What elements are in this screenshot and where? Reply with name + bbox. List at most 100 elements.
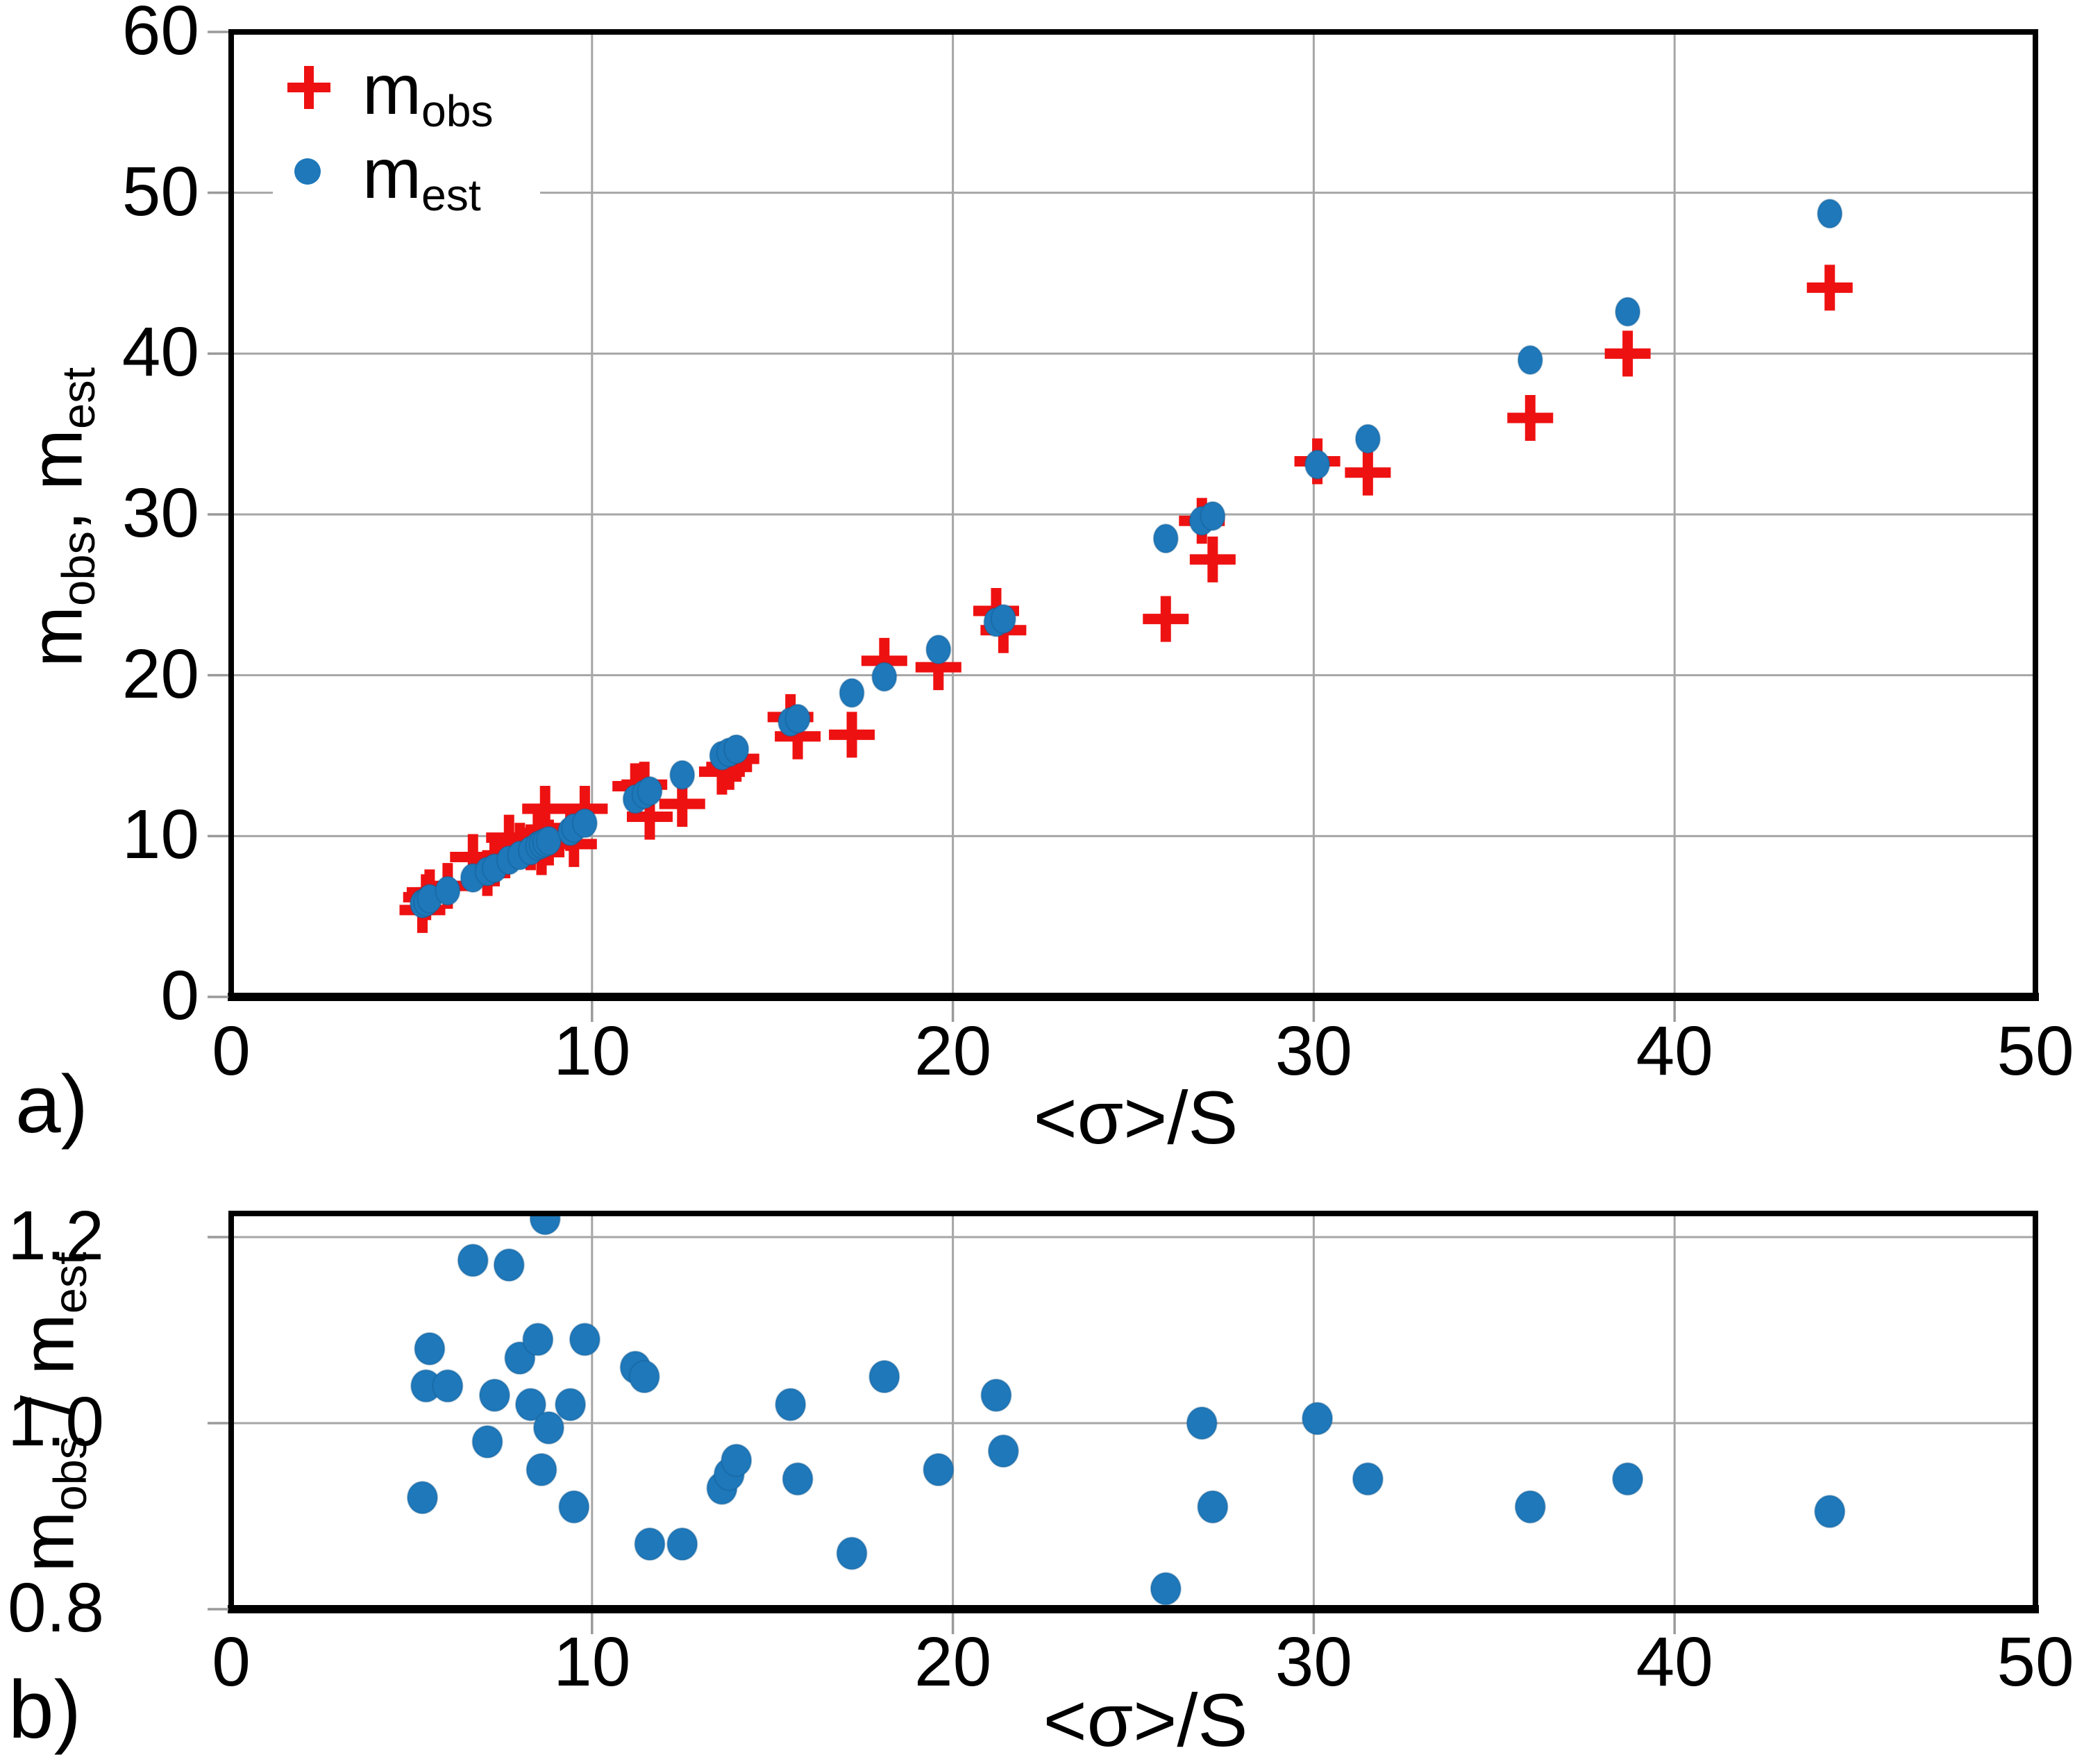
legend-label-mobs: mobs (362, 54, 494, 133)
data-point-cross (1189, 536, 1236, 582)
data-point-dot (1200, 501, 1226, 531)
data-point-cross (1143, 596, 1189, 642)
data-point-dot (1517, 345, 1543, 376)
data-point-dot (529, 1215, 561, 1236)
panel-a-ytick-40: 40 (121, 313, 199, 392)
data-point-dot (1817, 199, 1843, 229)
panel-b-xtick-30: 30 (1275, 1623, 1353, 1701)
data-point-cross (775, 713, 821, 759)
data-point-dot (571, 808, 598, 839)
data-point-dot (432, 1369, 464, 1403)
panel-b-xtick-50: 50 (1997, 1623, 2074, 1701)
data-point-dot (435, 875, 461, 906)
data-point-dot (514, 1388, 546, 1422)
data-point-dot (628, 1360, 660, 1394)
data-point-cross (861, 637, 907, 684)
panel-b-x-axis-title: <σ>/S (1043, 1678, 1248, 1762)
data-point-dot (1304, 449, 1331, 480)
data-point-dot (723, 734, 750, 764)
data-point-dot (980, 1378, 1012, 1412)
data-point-dot (1150, 1572, 1182, 1606)
data-point-dot (1814, 1495, 1846, 1529)
data-point-cross (626, 793, 673, 840)
data-point-dot (457, 1243, 489, 1277)
data-point-dot (1615, 296, 1641, 327)
data-point-dot (1186, 1406, 1218, 1440)
data-point-dot (535, 825, 562, 856)
data-point-dot (868, 1360, 900, 1394)
data-point-cross (1806, 264, 1853, 311)
data-point-dot (532, 1411, 564, 1445)
data-point-dot (1197, 1490, 1229, 1524)
data-point-dot (634, 1527, 666, 1561)
data-point-dot (637, 775, 663, 806)
data-point-dot (406, 1481, 438, 1515)
data-point-dot (836, 1536, 868, 1570)
data-point-dot (1514, 1490, 1546, 1524)
data-point-cross (915, 644, 961, 691)
data-point-dot (923, 1453, 955, 1487)
data-point-dot (839, 678, 865, 708)
data-point-dot (775, 1388, 807, 1422)
data-point-cross (829, 712, 875, 758)
panel-a-xtick-10: 10 (553, 1012, 631, 1090)
data-point-dot (925, 635, 952, 665)
panel-b-ytick-0.8: 0.8 (7, 1569, 104, 1647)
legend-mest-sub: est (421, 169, 481, 220)
y-title-b-main-1: m (7, 1511, 90, 1572)
panel-a-x-axis-title: <σ>/S (1033, 1075, 1238, 1159)
legend-mobs-main: m (362, 50, 421, 129)
data-point-dot (478, 1378, 510, 1412)
panel-a-xtick-50: 50 (1997, 1012, 2074, 1090)
data-point-dot (522, 1322, 554, 1356)
data-point-dot (1612, 1462, 1644, 1496)
data-point-dot (471, 1425, 503, 1459)
panel-a-xtick-0: 0 (212, 1012, 251, 1090)
series-m-est (409, 199, 1843, 919)
data-point-dot (669, 759, 696, 790)
data-point-dot (558, 1490, 590, 1524)
data-point-dot (782, 1462, 814, 1496)
panel-b-ytick-1.0: 1.0 (7, 1383, 104, 1461)
data-point-dot (1302, 1402, 1334, 1436)
panel-a-ytick-30: 30 (121, 474, 199, 552)
panel-a-ytick-10: 10 (121, 796, 199, 874)
panel-b-xtick-40: 40 (1636, 1623, 1713, 1701)
data-point-dot (526, 1453, 557, 1487)
data-point-dot (990, 604, 1016, 635)
data-point-cross (659, 781, 705, 827)
data-point-cross (562, 785, 608, 832)
data-point-dot (721, 1443, 753, 1477)
panel-a-xtick-40: 40 (1636, 1012, 1713, 1090)
panel-b-plot (208, 1211, 2039, 1634)
data-point-cross (1345, 449, 1391, 496)
data-point-cross (450, 834, 496, 880)
panel-b-xtick-0: 0 (212, 1623, 251, 1701)
legend-background (273, 43, 540, 249)
panel-b-xtick-10: 10 (553, 1623, 631, 1701)
panel-a-plot (208, 29, 2039, 1022)
data-point-dot (666, 1527, 698, 1561)
legend-cross-icon (287, 66, 330, 109)
data-point-cross (1507, 395, 1554, 441)
data-point-dot (493, 1248, 525, 1282)
data-point-dot (784, 703, 811, 734)
panel-b-xtick-20: 20 (914, 1623, 992, 1701)
data-point-cross (486, 814, 532, 861)
panel-a-ytick-20: 20 (121, 635, 199, 713)
legend-dot-icon (294, 158, 321, 185)
data-point-dot (871, 662, 898, 692)
legend-label-mest: mest (362, 138, 481, 217)
panel-a-xtick-20: 20 (914, 1012, 992, 1090)
panel-a-letter: a) (15, 1059, 88, 1150)
data-point-dot (1352, 1462, 1384, 1496)
legend-mest-main: m (362, 134, 421, 213)
panel-a-xtick-30: 30 (1275, 1012, 1353, 1090)
data-point-dot (1152, 523, 1179, 554)
data-point-dot (987, 1434, 1019, 1468)
panel-b-ytick-1.2: 1.2 (7, 1197, 104, 1275)
panel-b-letter: b) (8, 1664, 81, 1756)
panel-a-ytick-60: 60 (121, 0, 199, 69)
